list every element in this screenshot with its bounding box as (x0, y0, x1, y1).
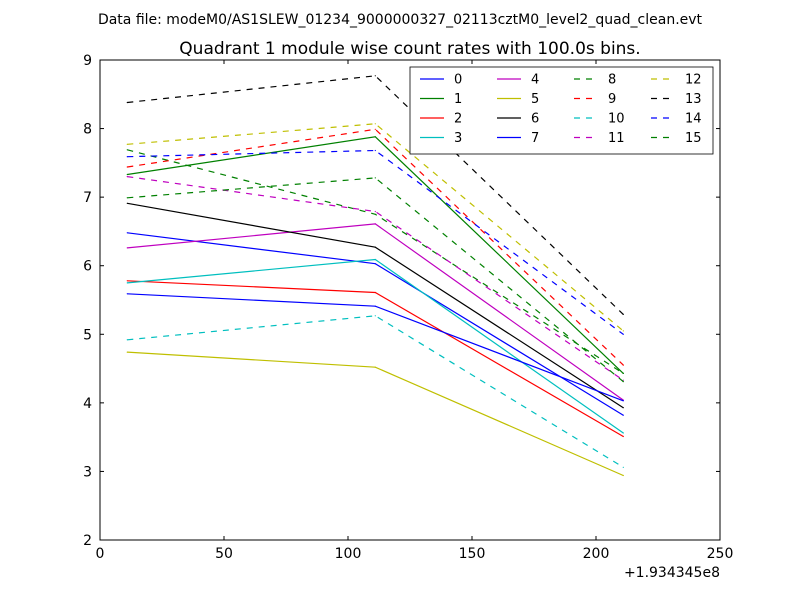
series-4-point-1 (374, 223, 376, 225)
y-tick-label-2: 4 (83, 396, 92, 412)
series-12-point-2 (622, 330, 624, 332)
legend-label-10: 10 (608, 112, 625, 127)
y-tick-label-0: 2 (83, 533, 92, 549)
legend-box (409, 66, 714, 155)
legend-label-3: 3 (454, 131, 462, 146)
series-9-point-2 (622, 364, 624, 366)
series-15-point-0 (126, 197, 128, 199)
series-9-point-0 (126, 166, 128, 168)
series-5-point-0 (126, 351, 128, 353)
series-0-point-1 (374, 263, 376, 265)
series-6-point-2 (622, 407, 624, 409)
legend-label-15: 15 (685, 131, 702, 146)
legend-label-13: 13 (685, 92, 702, 107)
x-tick-label-4: 200 (583, 546, 610, 562)
series-1-point-0 (126, 173, 128, 176)
legend-label-12: 12 (685, 73, 702, 88)
legend-label-2: 2 (454, 112, 462, 127)
x-tick-label-0: 0 (96, 546, 105, 562)
x-tick-label-2: 100 (335, 546, 362, 562)
series-6-point-1 (374, 246, 376, 248)
y-tick-label-6: 8 (83, 122, 92, 138)
legend-label-9: 9 (608, 92, 616, 107)
legend-label-14: 14 (685, 112, 702, 127)
series-0-point-2 (622, 414, 624, 416)
series-6-point-0 (126, 202, 128, 204)
series-8-point-1 (374, 213, 376, 215)
legend-label-1: 1 (454, 92, 462, 107)
series-3-point-0 (126, 282, 128, 284)
series-9-point-1 (374, 128, 376, 130)
series-2-point-0 (126, 280, 128, 282)
series-4-point-0 (126, 247, 128, 249)
y-tick-label-1: 3 (83, 464, 92, 480)
series-7-point-0 (126, 293, 128, 295)
y-tick-label-7: 9 (83, 53, 92, 69)
series-7-point-1 (374, 305, 376, 307)
figure-suptitle: Data file: modeM0/AS1SLEW_01234_90000003… (98, 12, 703, 28)
series-8-point-2 (622, 372, 624, 374)
axes-frame (99, 59, 721, 541)
series-10-point-0 (126, 339, 128, 341)
series-2-point-1 (374, 291, 376, 294)
y-tick-label-4: 6 (83, 259, 92, 275)
series-3-point-2 (622, 432, 624, 434)
series-14-point-1 (374, 149, 376, 152)
series-5-point-1 (374, 366, 376, 368)
series-12-point-0 (126, 143, 128, 145)
x-tick-label-3: 150 (459, 546, 486, 562)
series-1-point-1 (374, 136, 376, 138)
legend-label-11: 11 (608, 131, 625, 146)
series-11-point-0 (126, 176, 128, 178)
series-3-point-1 (374, 258, 376, 261)
chart-title: Quadrant 1 module wise count rates with … (179, 39, 640, 59)
series-8-point-0 (126, 149, 128, 151)
y-tick-label-5: 7 (83, 190, 92, 206)
series-14-point-2 (622, 333, 624, 335)
legend-label-6: 6 (531, 112, 539, 127)
x-tick-label-5: 250 (707, 546, 734, 562)
series-11-point-1 (374, 210, 376, 213)
series-2-point-2 (622, 435, 624, 438)
series-13-point-0 (126, 101, 128, 104)
series-13-point-1 (374, 75, 376, 77)
series-15-point-1 (374, 177, 376, 179)
x-offset-label: +1.934345e8 (624, 565, 720, 581)
legend-label-4: 4 (531, 73, 539, 88)
series-10-point-1 (374, 315, 376, 317)
series-11-point-2 (622, 379, 624, 381)
series-15-point-2 (622, 381, 624, 383)
series-7-point-2 (622, 400, 624, 402)
legend-label-5: 5 (531, 92, 539, 107)
legend-label-0: 0 (454, 73, 462, 88)
series-13-point-2 (622, 313, 624, 315)
legend-label-7: 7 (531, 131, 539, 146)
series-0-point-0 (126, 232, 128, 234)
y-tick-label-3: 5 (83, 327, 92, 343)
series-layer (126, 75, 624, 477)
series-5-point-2 (622, 474, 624, 477)
series-10-point-2 (622, 466, 624, 468)
series-12-point-1 (374, 123, 376, 125)
series-14-point-0 (126, 156, 128, 158)
legend-label-8: 8 (608, 73, 616, 88)
x-tick-label-1: 50 (215, 546, 233, 562)
